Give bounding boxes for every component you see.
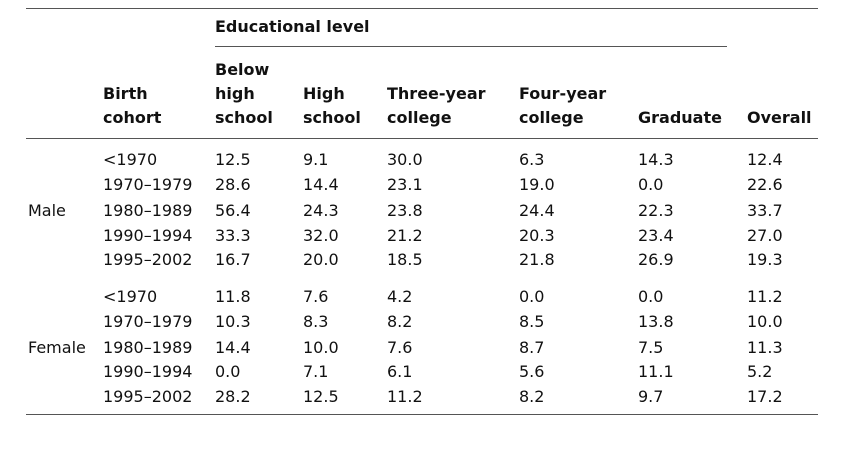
value-overall: 17.2 xyxy=(747,387,783,406)
column-header-four-year-college: Four-year college xyxy=(519,82,606,130)
value-graduate: 0.0 xyxy=(638,175,664,194)
group-header-rule xyxy=(215,46,727,47)
value-four-year-college: 8.7 xyxy=(519,338,545,357)
cohort-cell: 1990–1994 xyxy=(103,226,193,245)
value-below-high-school: 0.0 xyxy=(215,362,241,381)
header-line: school xyxy=(215,108,273,127)
value-high-school: 7.1 xyxy=(303,362,329,381)
header-line: college xyxy=(519,108,584,127)
column-header-graduate: Graduate xyxy=(638,106,722,130)
column-header-birth-cohort: Birth cohort xyxy=(103,82,161,130)
value-high-school: 24.3 xyxy=(303,201,339,220)
value-three-year-college: 23.1 xyxy=(387,175,423,194)
value-overall: 12.4 xyxy=(747,150,783,169)
value-below-high-school: 56.4 xyxy=(215,201,251,220)
value-below-high-school: 10.3 xyxy=(215,312,251,331)
group-header-educational-level: Educational level xyxy=(215,17,370,36)
value-three-year-college: 4.2 xyxy=(387,287,413,306)
header-line: Birth xyxy=(103,84,148,103)
value-below-high-school: 12.5 xyxy=(215,150,251,169)
value-graduate: 0.0 xyxy=(638,287,664,306)
value-below-high-school: 11.8 xyxy=(215,287,251,306)
value-three-year-college: 21.2 xyxy=(387,226,423,245)
header-line: college xyxy=(387,108,452,127)
top-rule xyxy=(26,8,818,9)
value-below-high-school: 28.6 xyxy=(215,175,251,194)
cohort-cell: <1970 xyxy=(103,150,158,169)
cohort-cell: 1980–1989 xyxy=(103,201,193,220)
header-line: High xyxy=(303,84,345,103)
value-overall: 22.6 xyxy=(747,175,783,194)
header-line: Overall xyxy=(747,108,812,127)
value-high-school: 8.3 xyxy=(303,312,329,331)
value-high-school: 9.1 xyxy=(303,150,329,169)
value-four-year-college: 6.3 xyxy=(519,150,545,169)
value-three-year-college: 18.5 xyxy=(387,250,423,269)
value-overall: 33.7 xyxy=(747,201,783,220)
group-label-male: Male xyxy=(28,201,66,220)
value-overall: 5.2 xyxy=(747,362,773,381)
value-below-high-school: 33.3 xyxy=(215,226,251,245)
value-four-year-college: 24.4 xyxy=(519,201,555,220)
value-three-year-college: 8.2 xyxy=(387,312,413,331)
value-high-school: 12.5 xyxy=(303,387,339,406)
value-graduate: 14.3 xyxy=(638,150,674,169)
value-three-year-college: 23.8 xyxy=(387,201,423,220)
value-three-year-college: 30.0 xyxy=(387,150,423,169)
value-graduate: 23.4 xyxy=(638,226,674,245)
column-header-high-school: High school xyxy=(303,82,361,130)
value-graduate: 26.9 xyxy=(638,250,674,269)
cohort-cell: 1990–1994 xyxy=(103,362,193,381)
value-four-year-college: 5.6 xyxy=(519,362,545,381)
cohort-cell: 1970–1979 xyxy=(103,312,193,331)
value-three-year-college: 7.6 xyxy=(387,338,413,357)
value-overall: 10.0 xyxy=(747,312,783,331)
column-header-below-high-school: Below high school xyxy=(215,58,273,130)
header-line: Three-year xyxy=(387,84,486,103)
value-graduate: 9.7 xyxy=(638,387,664,406)
column-header-three-year-college: Three-year college xyxy=(387,82,486,130)
value-graduate: 7.5 xyxy=(638,338,664,357)
cohort-cell: 1980–1989 xyxy=(103,338,193,357)
value-overall: 27.0 xyxy=(747,226,783,245)
value-four-year-college: 0.0 xyxy=(519,287,545,306)
value-four-year-college: 19.0 xyxy=(519,175,555,194)
value-graduate: 13.8 xyxy=(638,312,674,331)
value-high-school: 7.6 xyxy=(303,287,329,306)
value-four-year-college: 8.5 xyxy=(519,312,545,331)
value-overall: 11.3 xyxy=(747,338,783,357)
cohort-cell: 1995–2002 xyxy=(103,250,193,269)
value-high-school: 32.0 xyxy=(303,226,339,245)
value-four-year-college: 21.8 xyxy=(519,250,555,269)
value-three-year-college: 11.2 xyxy=(387,387,423,406)
value-graduate: 22.3 xyxy=(638,201,674,220)
value-high-school: 10.0 xyxy=(303,338,339,357)
header-line: Below xyxy=(215,60,270,79)
bottom-rule xyxy=(26,414,818,415)
value-four-year-college: 8.2 xyxy=(519,387,545,406)
value-graduate: 11.1 xyxy=(638,362,674,381)
value-three-year-college: 6.1 xyxy=(387,362,413,381)
group-label-female: Female xyxy=(28,338,86,357)
value-high-school: 14.4 xyxy=(303,175,339,194)
header-line: school xyxy=(303,108,361,127)
column-header-overall: Overall xyxy=(747,106,812,130)
cohort-cell: 1995–2002 xyxy=(103,387,193,406)
value-overall: 19.3 xyxy=(747,250,783,269)
value-high-school: 20.0 xyxy=(303,250,339,269)
value-below-high-school: 14.4 xyxy=(215,338,251,357)
value-four-year-college: 20.3 xyxy=(519,226,555,245)
cohort-cell: <1970 xyxy=(103,287,158,306)
header-line: Four-year xyxy=(519,84,607,103)
value-below-high-school: 28.2 xyxy=(215,387,251,406)
header-line: cohort xyxy=(103,108,162,127)
cohort-cell: 1970–1979 xyxy=(103,175,193,194)
header-bottom-rule xyxy=(26,138,818,139)
header-line: Graduate xyxy=(638,108,722,127)
value-overall: 11.2 xyxy=(747,287,783,306)
value-below-high-school: 16.7 xyxy=(215,250,251,269)
header-line: high xyxy=(215,84,255,103)
